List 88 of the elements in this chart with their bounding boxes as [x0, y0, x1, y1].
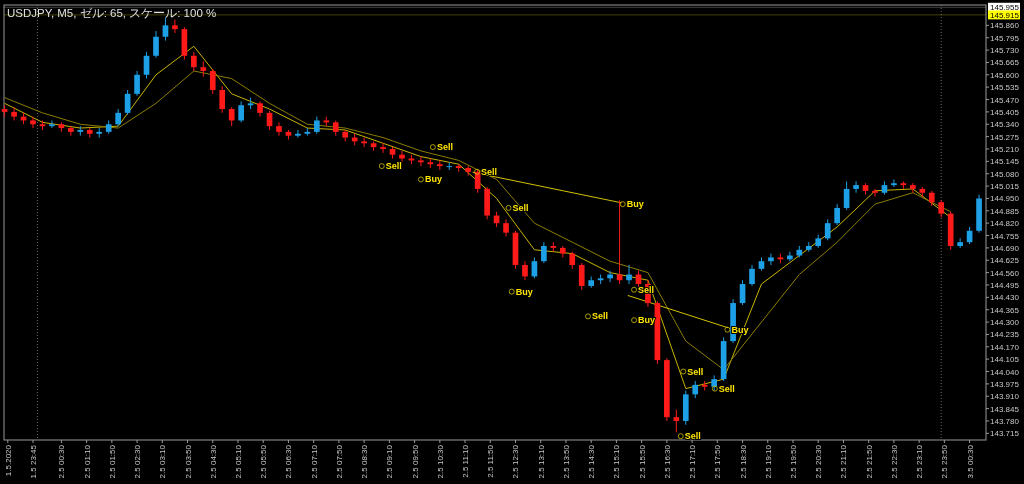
y-tick-label: 143.975 — [990, 379, 1020, 389]
annotation: Sell — [385, 161, 402, 172]
y-tick-label: 144.040 — [990, 367, 1020, 377]
y-tick-label: 145.210 — [990, 144, 1020, 154]
x-tick-label: 2.5 17:10 — [688, 444, 698, 479]
ref-line-label: 145.915 — [990, 10, 1020, 20]
x-tick-label: 2.5 06:30 — [284, 444, 294, 479]
y-tick-label: 143.910 — [990, 392, 1020, 402]
x-tick-label: 2.5 00:30 — [57, 444, 67, 479]
y-tick-label: 144.820 — [990, 219, 1020, 229]
x-tick-label: 2.5 21:10 — [839, 444, 849, 479]
x-tick-label: 2.5 01:10 — [82, 444, 92, 479]
annotation: Sell — [687, 366, 704, 377]
y-tick-label: 145.340 — [990, 120, 1020, 130]
x-tick-label: 2.5 12:30 — [511, 444, 521, 479]
x-tick-label: 3.5 00:30 — [965, 444, 975, 479]
x-tick-label: 2.5 19:10 — [763, 444, 773, 479]
x-tick-label: 2.5 23:10 — [915, 444, 925, 479]
y-tick-label: 144.300 — [990, 318, 1020, 328]
y-tick-label: 145.275 — [990, 132, 1020, 142]
y-tick-label: 144.560 — [990, 268, 1020, 278]
x-tick-label: 2.5 14:30 — [587, 444, 597, 479]
x-tick-label: 2.5 11:50 — [486, 444, 496, 478]
annotation: Sell — [512, 202, 529, 213]
x-tick-label: 2.5 09:10 — [385, 444, 395, 479]
x-tick-label: 2.5 07:50 — [334, 444, 344, 479]
y-tick-label: 143.715 — [990, 429, 1020, 439]
y-tick-label: 144.170 — [990, 342, 1020, 352]
x-tick-label: 1.5.2020 — [3, 444, 13, 477]
x-tick-label: 2.5 08:30 — [360, 444, 370, 479]
y-tick-label: 145.795 — [990, 33, 1020, 43]
x-tick-label: 2.5 16:30 — [662, 444, 672, 479]
y-tick-label: 145.405 — [990, 107, 1020, 117]
x-tick-label: 2.5 20:30 — [814, 444, 824, 479]
annotation: Buy — [515, 286, 533, 297]
x-tick-label: 2.5 07:10 — [309, 444, 319, 479]
y-tick-label: 145.600 — [990, 70, 1020, 80]
x-tick-label: 1.5 23:45 — [29, 444, 39, 479]
annotation: Sell — [592, 311, 609, 322]
y-tick-label: 144.690 — [990, 243, 1020, 253]
x-tick-label: 2.5 02:30 — [133, 444, 143, 479]
x-tick-label: 2.5 17:50 — [713, 444, 723, 479]
x-tick-label: 2.5 11:10 — [461, 444, 471, 478]
y-tick-label: 145.080 — [990, 169, 1020, 179]
x-tick-label: 2.5 15:10 — [612, 444, 622, 479]
y-tick-label: 145.860 — [990, 21, 1020, 31]
annotation: Sell — [481, 166, 498, 177]
x-tick-label: 2.5 23:50 — [940, 444, 950, 479]
annotation: Buy — [626, 199, 644, 210]
y-tick-label: 145.535 — [990, 83, 1020, 93]
chart-title: USDJPY, M5, ゼル: 65, スケール: 100 % — [7, 7, 217, 19]
y-tick-label: 144.885 — [990, 206, 1020, 216]
x-tick-label: 2.5 22:30 — [889, 444, 899, 479]
ref-line-label: 145.955 — [990, 3, 1020, 13]
y-tick-label: 144.365 — [990, 305, 1020, 315]
y-tick-label: 145.470 — [990, 95, 1020, 105]
y-tick-label: 143.780 — [990, 416, 1020, 426]
x-tick-label: 2.5 05:50 — [259, 444, 269, 479]
x-tick-label: 2.5 01:50 — [107, 444, 117, 479]
x-tick-label: 2.5 04:30 — [208, 444, 218, 479]
annotation: Sell — [684, 431, 701, 442]
x-tick-label: 2.5 05:10 — [233, 444, 243, 479]
annotation: Sell — [436, 142, 453, 153]
x-tick-label: 2.5 09:50 — [410, 444, 420, 479]
annotation: Buy — [424, 174, 442, 185]
y-tick-label: 145.015 — [990, 182, 1020, 192]
y-tick-label: 144.950 — [990, 194, 1020, 204]
x-tick-label: 2.5 10:30 — [435, 444, 445, 479]
x-tick-label: 2.5 03:50 — [183, 444, 193, 479]
y-tick-label: 144.235 — [990, 330, 1020, 340]
y-tick-label: 144.755 — [990, 231, 1020, 241]
x-tick-label: 2.5 19:50 — [789, 444, 799, 479]
x-tick-label: 2.5 13:50 — [561, 444, 571, 479]
x-tick-label: 2.5 18:30 — [738, 444, 748, 479]
x-tick-label: 2.5 13:10 — [536, 444, 546, 479]
x-tick-label: 2.5 15:50 — [637, 444, 647, 479]
y-tick-label: 143.845 — [990, 404, 1020, 414]
y-tick-label: 144.105 — [990, 355, 1020, 365]
y-tick-label: 145.730 — [990, 46, 1020, 56]
y-tick-label: 144.495 — [990, 280, 1020, 290]
annotation: Sell — [718, 383, 735, 394]
annotation: Buy — [638, 315, 656, 326]
x-tick-label: 2.5 03:10 — [158, 444, 168, 479]
y-tick-label: 144.625 — [990, 256, 1020, 266]
y-tick-label: 144.430 — [990, 293, 1020, 303]
y-tick-label: 145.665 — [990, 58, 1020, 68]
y-tick-label: 145.145 — [990, 157, 1020, 167]
x-tick-label: 2.5 21:50 — [864, 444, 874, 479]
